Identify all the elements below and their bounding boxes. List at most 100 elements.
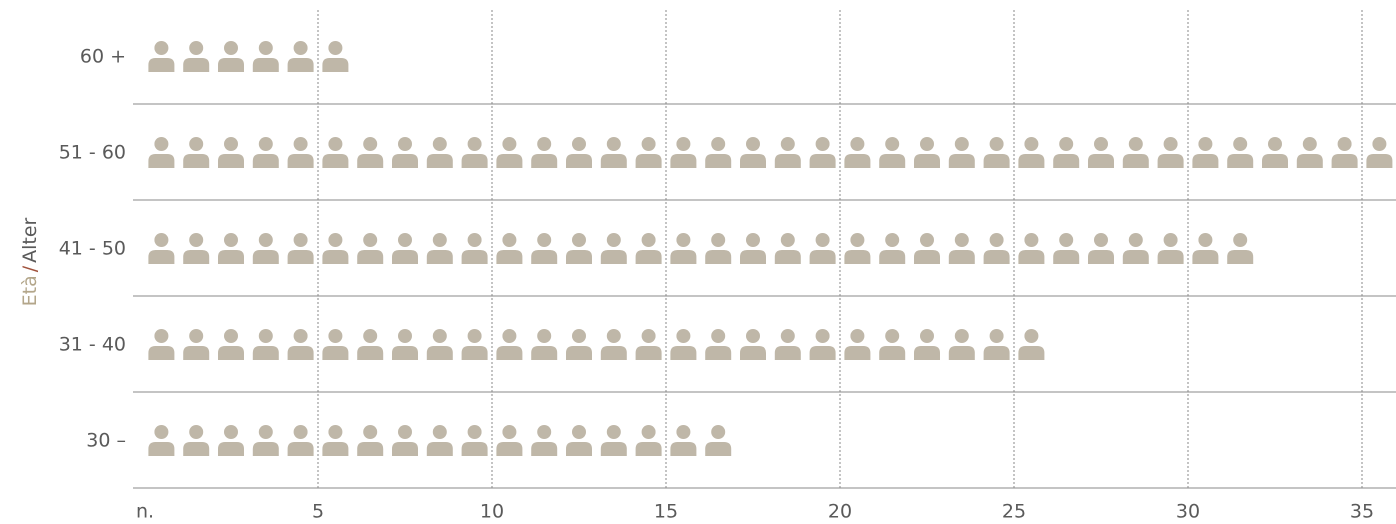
person-head (920, 233, 934, 247)
person-head (711, 233, 726, 247)
person-head (189, 233, 204, 247)
person-body (392, 154, 418, 168)
person-body (1018, 346, 1045, 360)
person-head (780, 233, 795, 247)
person-head (258, 329, 273, 343)
person-body (287, 346, 314, 360)
person-body (287, 250, 314, 264)
person-body (252, 250, 279, 264)
person-head (154, 137, 169, 151)
person-head (920, 329, 934, 343)
person-head (815, 137, 830, 151)
person-head (363, 233, 378, 247)
person-body (426, 346, 453, 360)
person-body (461, 154, 488, 168)
person-head (1128, 137, 1143, 151)
person-head (502, 233, 517, 247)
person-body (1296, 154, 1323, 168)
person-head (328, 425, 343, 439)
person-body (531, 154, 558, 168)
person-head (154, 425, 169, 439)
person-body (426, 442, 453, 456)
icon-row (148, 137, 1393, 168)
person-body (809, 346, 836, 360)
person-head (746, 329, 760, 343)
person-head (189, 425, 204, 439)
person-head (641, 137, 656, 151)
person-body (844, 154, 871, 168)
person-body (774, 250, 801, 264)
y-label-de: Alter (19, 217, 41, 262)
person-body (461, 346, 488, 360)
person-head (363, 137, 378, 151)
person-body (322, 154, 349, 168)
person-head (676, 329, 691, 343)
person-body (566, 346, 592, 360)
person-head (258, 41, 273, 55)
person-head (328, 233, 343, 247)
person-body (1366, 154, 1393, 168)
person-body (983, 154, 1010, 168)
person-head (780, 329, 795, 343)
person-body (148, 58, 175, 72)
person-head (572, 425, 586, 439)
person-head (1198, 233, 1213, 247)
person-head (537, 233, 552, 247)
icon-row (148, 233, 1254, 264)
person-body (322, 346, 349, 360)
person-body (531, 442, 558, 456)
person-body (670, 250, 697, 264)
person-head (258, 137, 273, 151)
person-body (1122, 154, 1149, 168)
person-head (676, 233, 691, 247)
person-head (432, 233, 447, 247)
person-body (1227, 154, 1254, 168)
person-head (850, 137, 865, 151)
person-body (879, 250, 906, 264)
person-body (252, 346, 279, 360)
person-head (850, 329, 865, 343)
person-body (705, 250, 732, 264)
person-head (641, 425, 656, 439)
person-body (635, 250, 662, 264)
person-head (711, 137, 726, 151)
person-head (537, 425, 552, 439)
person-body (914, 154, 940, 168)
person-body (948, 346, 975, 360)
person-head (641, 329, 656, 343)
person-body (392, 250, 418, 264)
person-head (224, 137, 238, 151)
person-head (676, 425, 691, 439)
person-body (218, 346, 244, 360)
person-body (983, 250, 1010, 264)
person-head (293, 329, 308, 343)
person-head (537, 137, 552, 151)
person-head (189, 137, 204, 151)
person-head (189, 329, 204, 343)
y-tick-label: 30 – (86, 430, 126, 452)
icon-row (148, 425, 732, 456)
person-head (293, 425, 308, 439)
person-body (705, 154, 732, 168)
person-head (189, 41, 204, 55)
person-body (1018, 154, 1045, 168)
person-head (432, 137, 447, 151)
person-head (154, 41, 169, 55)
person-head (467, 233, 482, 247)
person-head (1024, 233, 1039, 247)
person-body (705, 442, 732, 456)
person-head (746, 233, 760, 247)
person-body (322, 250, 349, 264)
person-body (531, 250, 558, 264)
person-body (1088, 250, 1114, 264)
person-body (392, 442, 418, 456)
x-axis-label: n. (136, 501, 154, 523)
person-head (502, 425, 517, 439)
person-head (363, 425, 378, 439)
person-head (815, 329, 830, 343)
person-head (328, 329, 343, 343)
person-head (224, 41, 238, 55)
person-body (983, 346, 1010, 360)
person-head (502, 137, 517, 151)
